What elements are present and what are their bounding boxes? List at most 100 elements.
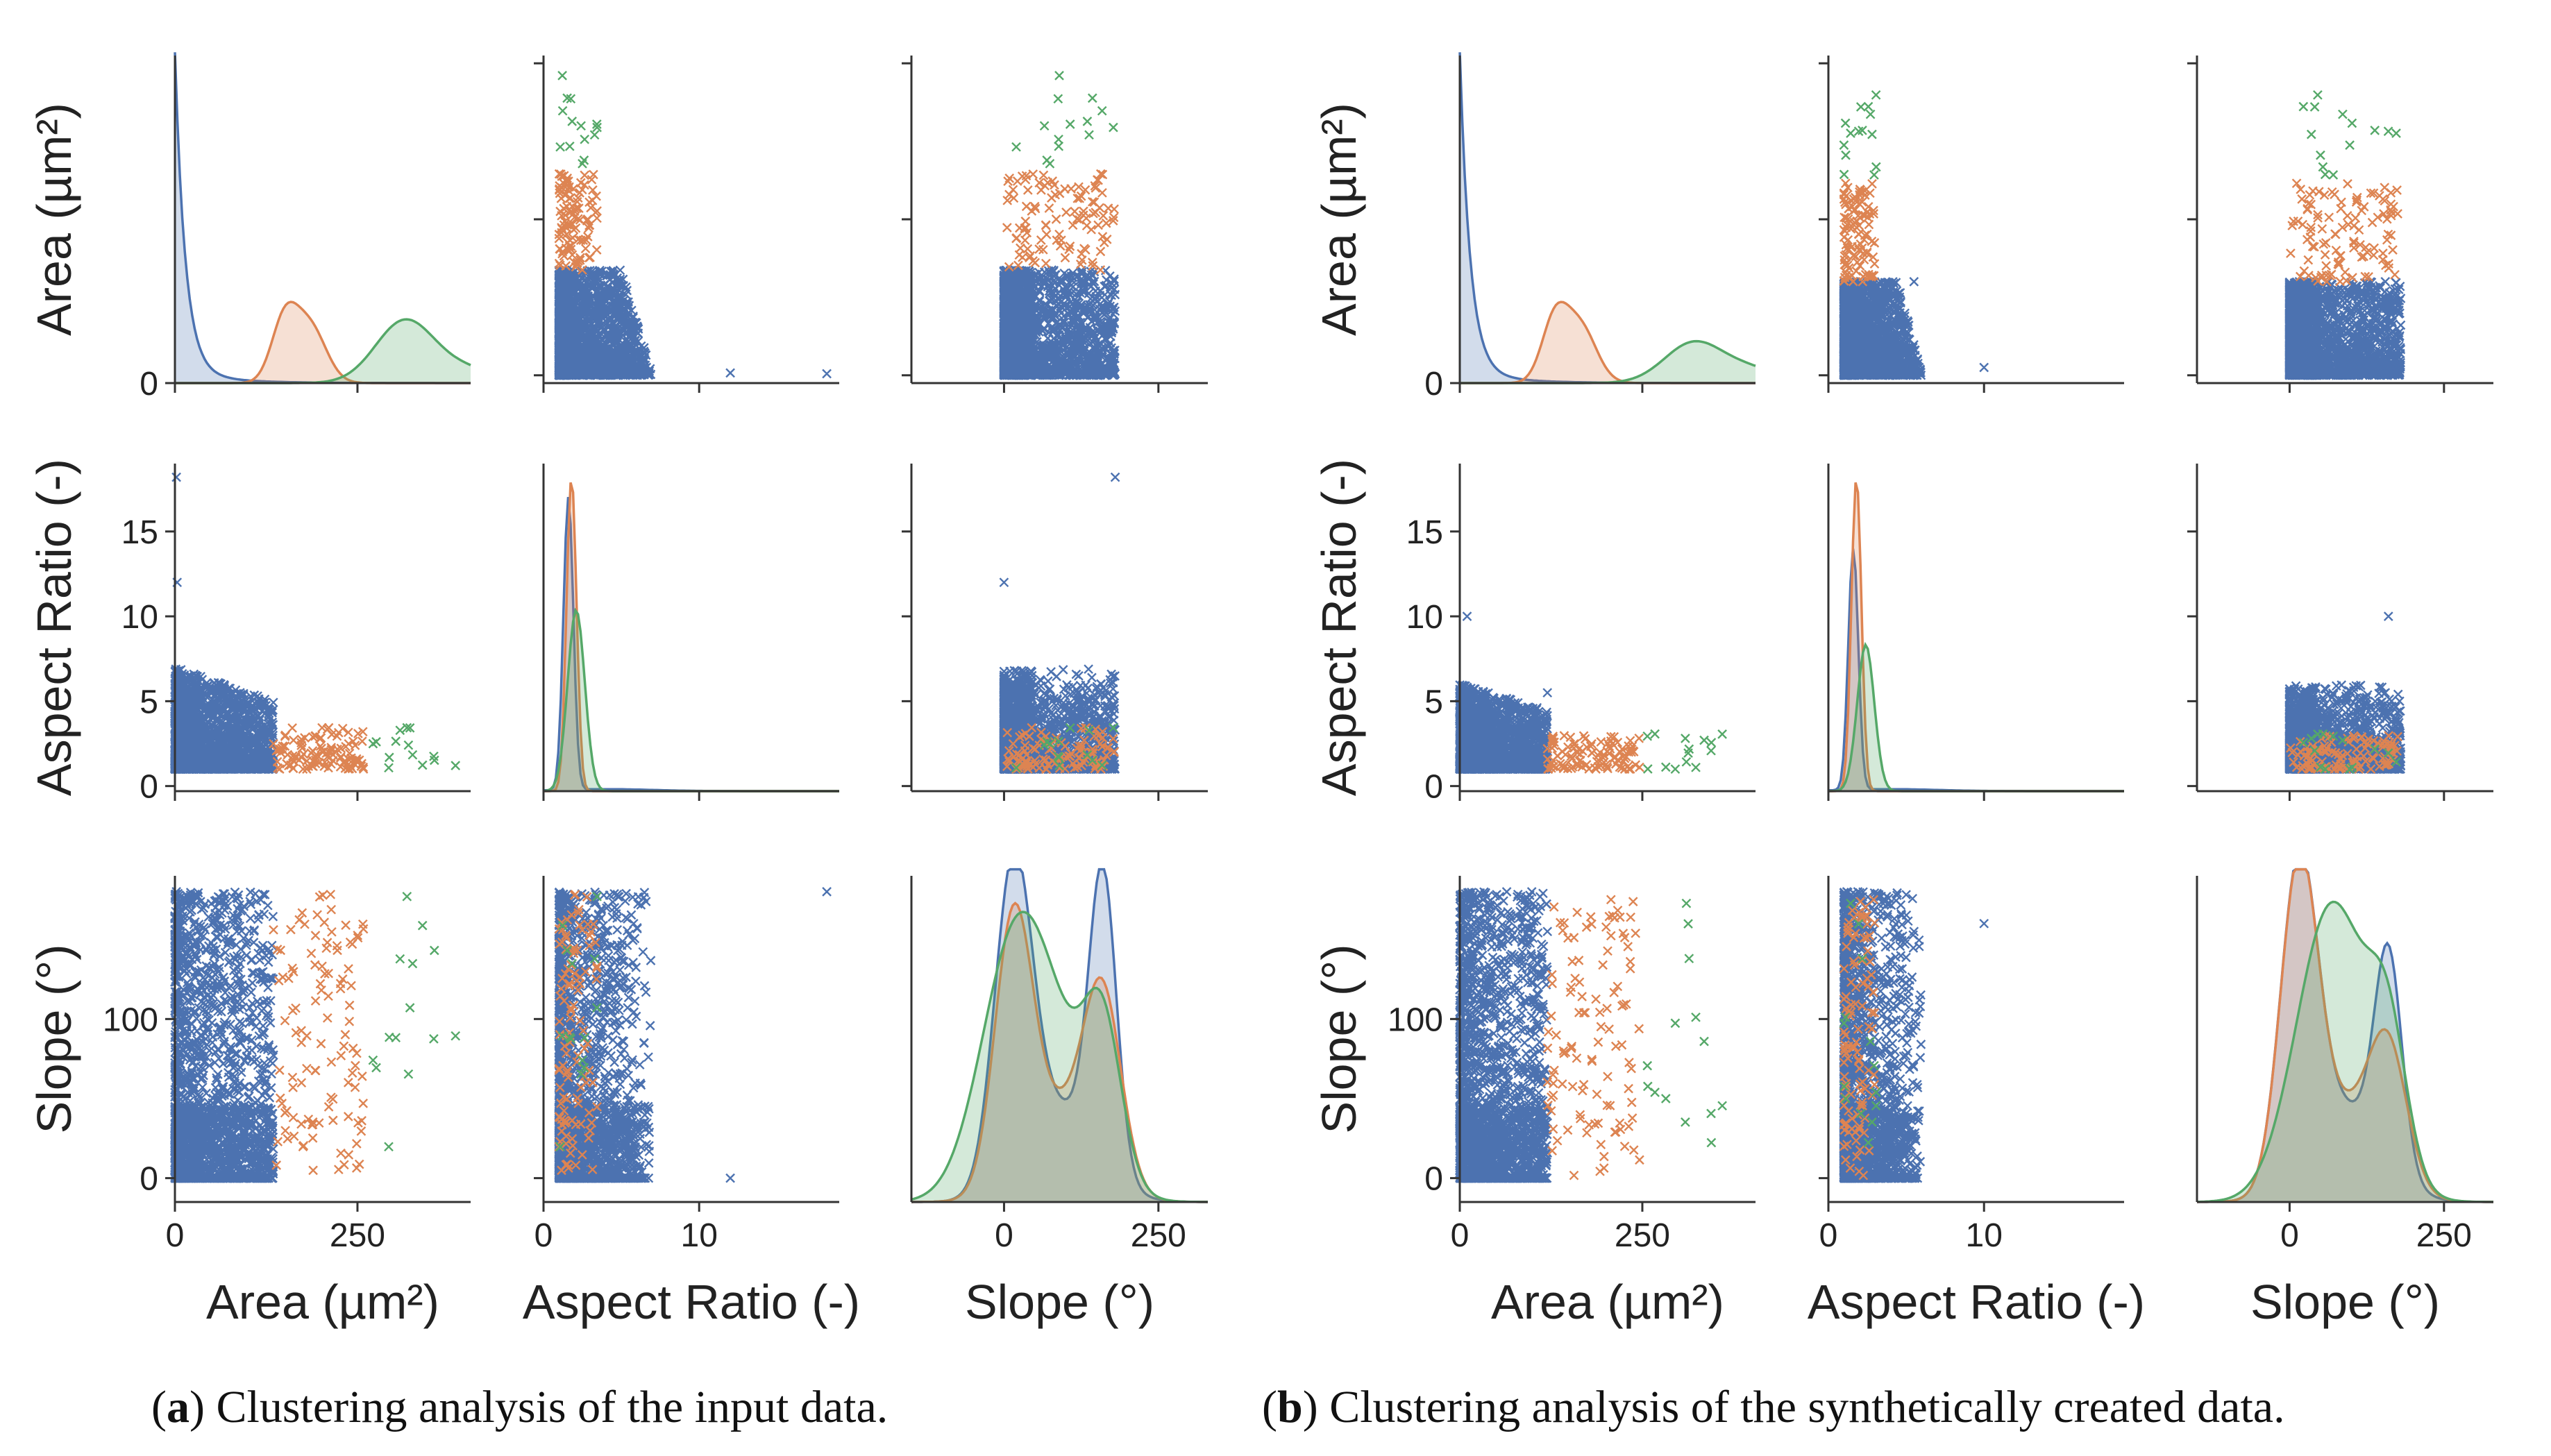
panel-b-cell-r2-c0: 0 250 0 100 [1388,876,1756,1254]
panel-b-cell-r0-c0-kde-fill-cluster-0 [1460,52,1756,384]
panel-a-cell-r1-c0: 0 5 10 15 [121,464,471,806]
caption-a: (a) Clustering analysis of the input dat… [151,1382,889,1432]
panel-b-xlabel-aspect-ratio: Aspect Ratio (-) [1808,1275,2145,1329]
panel-b-xlabel-slope: Slope (°) [2250,1275,2440,1329]
panel-b-cell-r2-c2-kde-fill-cluster-1 [2197,869,2493,1202]
panel-a-cell-r1-c0-points-cluster-0 [170,472,278,774]
panel-b-cell-r0-c0-kde-line-cluster-0 [1458,52,1756,384]
panel-b-cell-r2-c0-points-cluster-2 [1642,898,1727,1148]
panel-a-cell-r0-c2-points-cluster-2 [1011,71,1118,169]
panel-a-cell-r2-c1-points-cluster-2 [555,891,602,1152]
panel-b-xlabel-area: Area (µm²) [1491,1275,1724,1329]
panel-a-cell-r2-c0-points-cluster-1 [269,889,369,1176]
panel-a-xlabel-area: Area (µm²) [206,1275,439,1329]
panel-b-cell-r1-c2-points-cluster-2 [2298,729,2401,774]
panel-a-cell-r2-c0-y-tick-label: 100 [103,1001,158,1038]
panel-a-cell-r0-c1-points-cluster-1 [554,169,602,275]
panel-b-ylabel-aspect-ratio: Aspect Ratio (-) [1312,459,1366,796]
pairplot-panel-b: 0200400051015025001000100250Area (µm²)As… [1312,52,2494,1329]
panel-b-cell-r0-c2 [2187,56,2493,393]
panel-a-cell-r2-c0-y-tick-label: 0 [140,1161,158,1198]
panel-b-cell-r0-c1-points-cluster-0 [1839,277,1989,380]
panel-a-cell-r1-c2-points-cluster-1 [1002,722,1119,774]
panel-b-cell-r1-c0-points-cluster-2 [1642,729,1727,774]
pairplot-panel-a: 0200400051015025001000100250Area (µm²)As… [27,52,1209,1329]
caption-a-letter: a [166,1382,190,1432]
panel-b-cell-r0-c2-points-cluster-0 [2284,277,2406,380]
panel-b-ylabel-slope: Slope (°) [1312,944,1366,1133]
panel-b-cell-r0-c2-points-cluster-2 [2298,90,2401,180]
panel-b-cell-r0-c1-points-cluster-2 [1839,90,1881,180]
panel-a-cell-r1-c0-points-cluster-2 [368,722,461,773]
panel-a-cell-r1-c2-points-cluster-2 [1011,722,1118,773]
panel-b-cell-r2-c0-points-cluster-0 [1455,887,1553,1183]
panel-b-cell-r1-c0-y-tick-label: 15 [1406,514,1443,551]
panel-a-cell-r2-c2-kde-fill-cluster-0 [911,869,1208,1202]
panel-a-cell-r2-c1-points-cluster-1 [554,889,602,1176]
panel-a-cell-r0-c2 [902,56,1208,393]
panel-a-cell-r0-c1-points-cluster-2 [555,71,602,169]
panel-b-cell-r1-c2 [2187,464,2493,801]
caption-a-text: Clustering analysis of the input data. [204,1382,889,1432]
panel-b-cell-r2-c0-y-tick-label: 100 [1388,1001,1443,1038]
panel-b-cell-r1-c1-kde-fill-cluster-2 [1828,645,2124,791]
panel-a-ylabel-slope: Slope (°) [27,944,81,1133]
panel-a-cell-r2-c1-points-cluster-0 [554,887,832,1183]
panel-b-cell-r0-c2-points-cluster-1 [2286,178,2402,287]
panel-b-cell-r2-c0-y-tick-label: 0 [1424,1161,1443,1198]
panel-b-cell-r1-c0-y-tick-label: 0 [1424,769,1443,806]
panel-b-cell-r0-c0: 0200400 [1424,52,1756,403]
panel-b-cell-r2-c2-kde-fill-cluster-0 [2197,869,2493,1202]
panel-a-cell-r2-c0-x-tick-label: 250 [330,1217,385,1254]
panel-a-cell-r2-c1-x-tick-label: 10 [681,1217,718,1254]
panel-b-cell-r2-c0-x-tick-label: 0 [1451,1217,1470,1254]
panel-b-cell-r2-c0-x-tick-label: 250 [1615,1217,1670,1254]
panel-b-cell-r2-c1-points-cluster-0 [1839,887,1989,1183]
panel-a-cell-r2-c2-kde-fill-cluster-1 [911,903,1208,1202]
panel-b-cell-r1-c1 [1827,464,2124,801]
panel-b-cell-r1-c0-points-cluster-0 [1455,611,1553,774]
panel-b-cell-r2-c1-x-tick-label: 0 [1819,1217,1838,1254]
panel-a-cell-r1-c0-points-cluster-1 [269,722,369,774]
panel-b-cell-r1-c0: 0 5 10 15 [1406,464,1756,806]
panel-b-ylabel-area: Area (µm²) [1312,103,1366,336]
panel-a-cell-r1-c2 [902,464,1208,801]
panel-a-xlabel-slope: Slope (°) [965,1275,1154,1329]
panel-a-cell-r1-c1-kde-fill-cluster-0 [544,497,839,791]
panel-a-cell-r2-c0: 0 250 0 100 [103,876,471,1254]
panel-b-cell-r2-c1: 0 10 [1819,876,2124,1254]
panel-a-cell-r1-c1-kde-fill-cluster-2 [544,610,839,791]
panel-a-xlabel-aspect-ratio: Aspect Ratio (-) [523,1275,860,1329]
panel-a-cell-r1-c0-y-tick-label: 15 [121,514,158,551]
panel-a-cell-r2-c2-kde-fill-cluster-2 [911,912,1208,1202]
panel-b-cell-r2-c1-points-cluster-2 [1839,898,1881,1148]
panel-a-cell-r2-c2-x-tick-label: 0 [995,1217,1013,1254]
panel-a-cell-r2-c0-points-cluster-0 [170,887,278,1183]
panel-b-cell-r1-c0-y-tick-label: 10 [1406,599,1443,636]
panel-b-cell-r2-c1-x-tick-label: 10 [1966,1217,2003,1254]
panel-b-cell-r0-c1 [1819,56,2124,393]
panel-b-cell-r2-c2: 0 250 [2196,867,2494,1254]
panel-b-cell-r0-c0-kde-fill-cluster-2 [1460,341,1756,383]
caption-b-text: Clustering analysis of the synthetically… [1317,1382,2285,1432]
panel-b-cell-r2-c2-kde-fill-cluster-2 [2197,901,2493,1202]
panel-a-cell-r2-c0-points-cluster-2 [368,891,461,1152]
panel-a-ylabel-aspect-ratio: Aspect Ratio (-) [27,459,81,796]
panel-a-cell-r2-c2: 0 250 [910,867,1209,1254]
caption-b: (b) Clustering analysis of the synthetic… [1262,1382,2285,1432]
panel-b-cell-r2-c1-points-cluster-1 [1839,895,1880,1180]
panel-a-cell-r1-c0-y-tick-label: 10 [121,599,158,636]
panel-b-cell-r0-c0-y-tick-label: 0 [1424,366,1443,403]
panel-b-cell-r2-c2-kde-line-cluster-2 [2196,900,2493,1203]
panel-a-cell-r1-c2-points-cluster-0 [999,472,1120,774]
panel-a-cell-r2-c2-kde-line-cluster-2 [911,911,1208,1203]
panel-b-cell-r2-c2-x-tick-label: 0 [2280,1217,2299,1254]
panel-a-cell-r0-c0-kde-fill-cluster-2 [175,319,471,383]
panel-b-cell-r1-c0-y-tick-label: 5 [1424,684,1443,720]
panel-b-cell-r1-c1-kde-fill-cluster-0 [1828,548,2124,791]
panel-b-cell-r1-c0-points-cluster-1 [1542,731,1644,774]
caption-b-letter: b [1277,1382,1303,1432]
panel-b-cell-r0-c1-points-cluster-1 [1839,178,1880,287]
panel-a-cell-r1-c0-y-tick-label: 0 [140,769,158,806]
